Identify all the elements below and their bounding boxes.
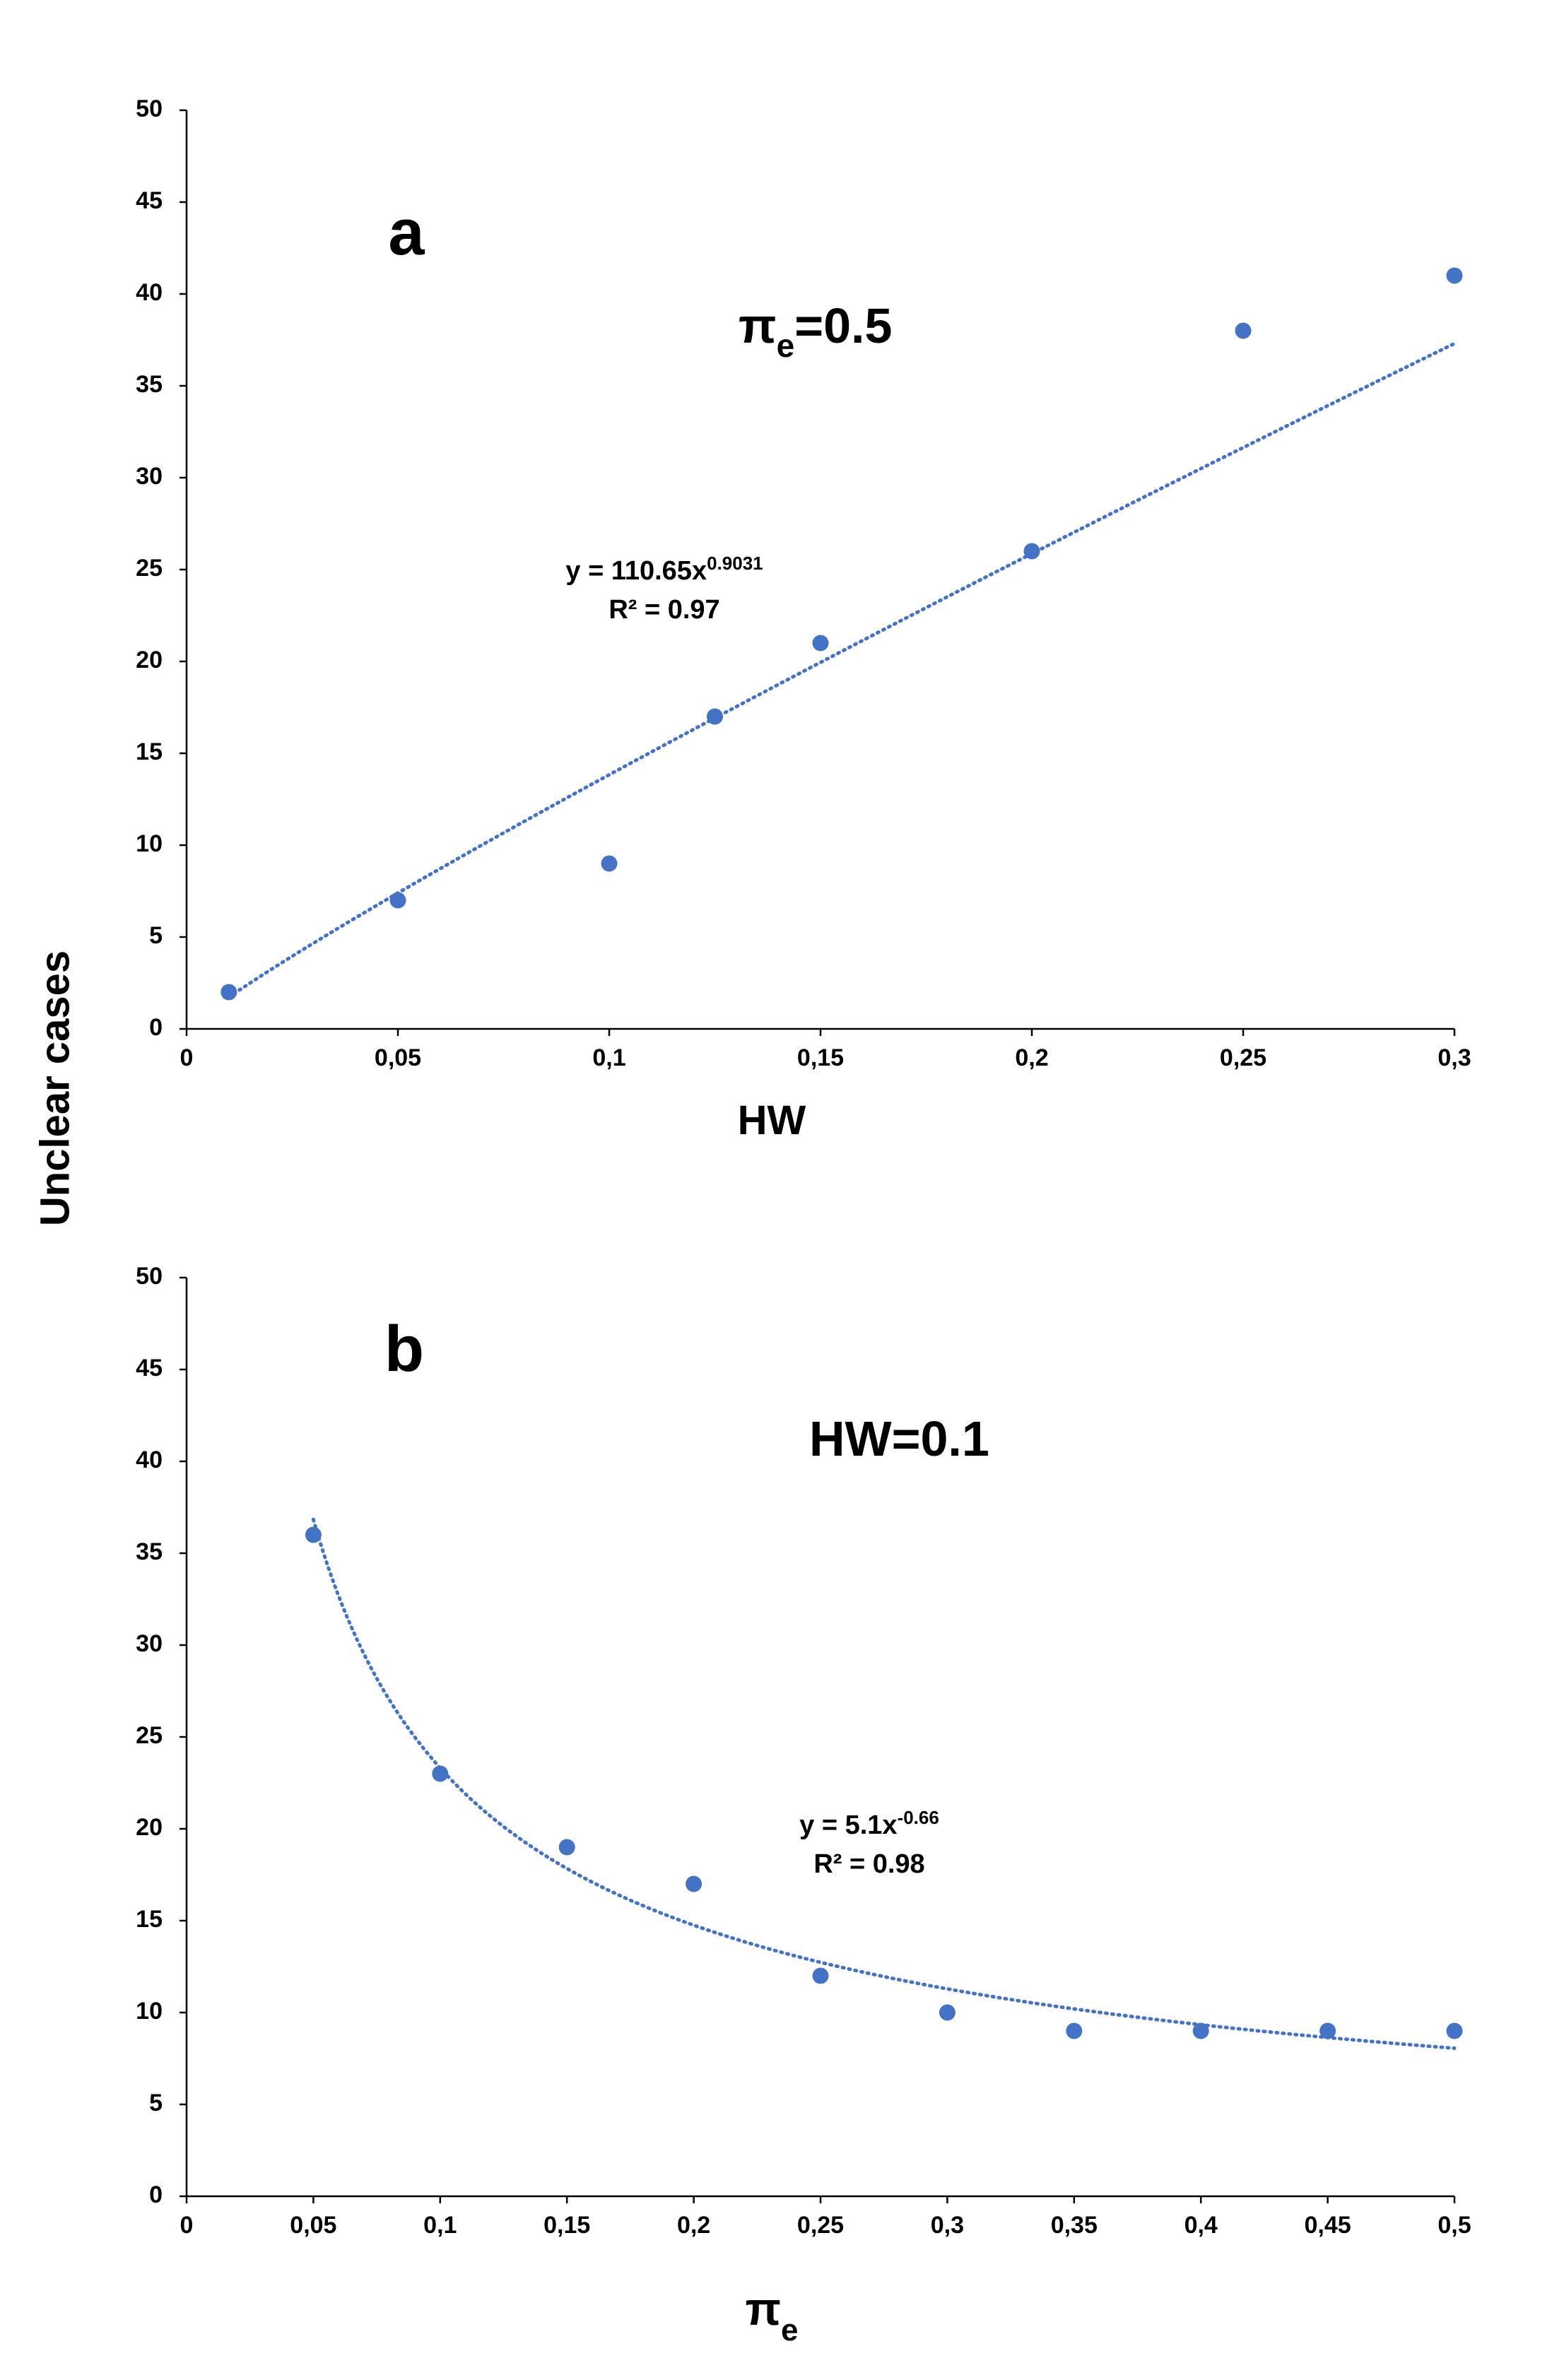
x-tick-label: 0,05	[375, 1044, 421, 1071]
condition-main: HW=0.1	[809, 1411, 989, 1466]
equation-exponent: -0.66	[898, 1807, 939, 1828]
y-tick-label: 30	[136, 463, 163, 490]
data-point	[939, 2004, 956, 2021]
panel-letter: a	[388, 196, 425, 269]
panel-b-chart: 0 5 10 15 20 25 30 35 40 45 50 0 0,05 0,1 0,15 0,2 0,25 0…	[136, 1263, 1471, 2347]
y-tick-label: 10	[136, 830, 163, 857]
y-tick-label: 15	[136, 738, 163, 765]
data-point	[305, 1526, 322, 1543]
x-axis-title-main: HW	[738, 1097, 806, 1143]
data-point	[389, 892, 406, 909]
condition-value: =0.5	[794, 298, 892, 353]
x-tick-label: 0,25	[797, 2212, 844, 2239]
x-tick-label: 0,45	[1305, 2212, 1351, 2239]
x-axis-title-subscript: e	[781, 2313, 798, 2347]
x-tick-label: 0,1	[423, 2212, 457, 2239]
trend-equation: y = 5.1x-0.66	[799, 1807, 939, 1840]
y-tick-label: 10	[136, 1998, 163, 2025]
data-point	[221, 984, 237, 1001]
x-tick-label: 0,5	[1438, 2212, 1471, 2239]
y-tick-label: 15	[136, 1906, 163, 1933]
data-point	[812, 1967, 829, 1984]
y-tick-label: 40	[136, 279, 163, 306]
x-axis-title: πe	[745, 2282, 798, 2347]
y-tick-label: 5	[149, 2090, 163, 2116]
x-tick-label: 0,3	[931, 2212, 964, 2239]
y-tick-label: 40	[136, 1447, 163, 1473]
data-point	[1446, 2022, 1463, 2039]
condition-main: π	[739, 298, 777, 353]
data-point	[707, 708, 723, 725]
y-tick-label: 50	[136, 95, 163, 122]
data-point	[1023, 543, 1040, 560]
condition-subscript: e	[777, 327, 795, 364]
condition-label: HW=0.1	[809, 1411, 989, 1466]
y-tick-label: 50	[136, 1263, 163, 1290]
trendline	[311, 1517, 1457, 2050]
y-tick-label: 0	[149, 2181, 163, 2208]
x-tick-label: 0,35	[1051, 2212, 1098, 2239]
trend-equation: y = 110.65x0.9031	[565, 553, 763, 586]
y-tick-label: 20	[136, 1814, 163, 1841]
y-tick-label: 25	[136, 1722, 163, 1749]
panel-letter: b	[384, 1313, 424, 1385]
condition-label: πe=0.5	[739, 298, 892, 364]
x-tick-label: 0	[180, 1044, 194, 1071]
x-axis-title: HW	[738, 1097, 806, 1143]
y-tick-label: 30	[136, 1630, 163, 1657]
y-tick-label: 35	[136, 371, 163, 398]
data-point	[812, 635, 829, 652]
equation-base: y = 110.65x	[565, 556, 707, 586]
y-tick-label: 45	[136, 1355, 163, 1382]
data-point	[1192, 2022, 1209, 2039]
y-tick-label: 45	[136, 187, 163, 214]
x-tick-label: 0,25	[1220, 1044, 1266, 1071]
data-point	[601, 855, 618, 872]
x-tick-label: 0,4	[1184, 2212, 1218, 2239]
r-squared-label: R² = 0.98	[813, 1849, 924, 1879]
panel-a-chart: 0 5 10 15 20 25 30 35 40 45 50 0 0,05 0,1 0,15 0,2 0,25 0…	[136, 95, 1471, 1143]
data-point	[558, 1839, 575, 1856]
y-tick-label: 0	[149, 1014, 163, 1041]
data-point	[432, 1765, 449, 1782]
x-tick-label: 0,15	[797, 1044, 844, 1071]
y-tick-label: 5	[149, 922, 163, 949]
x-tick-label: 0,2	[1015, 1044, 1048, 1071]
shared-y-axis-title: Unclear cases	[32, 950, 78, 1226]
data-point	[1235, 322, 1252, 339]
x-tick-label: 0,05	[290, 2212, 336, 2239]
x-tick-label: 0	[180, 2212, 194, 2239]
x-tick-label: 0,2	[677, 2212, 710, 2239]
x-tick-label: 0,15	[543, 2212, 590, 2239]
y-tick-label: 25	[136, 555, 163, 582]
x-tick-label: 0,3	[1438, 1044, 1471, 1071]
r-squared-label: R² = 0.97	[609, 595, 719, 625]
x-axis-title-main: π	[745, 2282, 781, 2335]
equation-base: y = 5.1x	[799, 1810, 897, 1840]
data-point	[1319, 2022, 1336, 2039]
y-tick-label: 35	[136, 1538, 163, 1565]
data-point	[1066, 2022, 1083, 2039]
data-point	[1446, 267, 1463, 284]
x-tick-label: 0,1	[592, 1044, 625, 1071]
equation-exponent: 0.9031	[707, 553, 763, 574]
y-tick-label: 20	[136, 647, 163, 673]
data-point	[686, 1875, 702, 1892]
